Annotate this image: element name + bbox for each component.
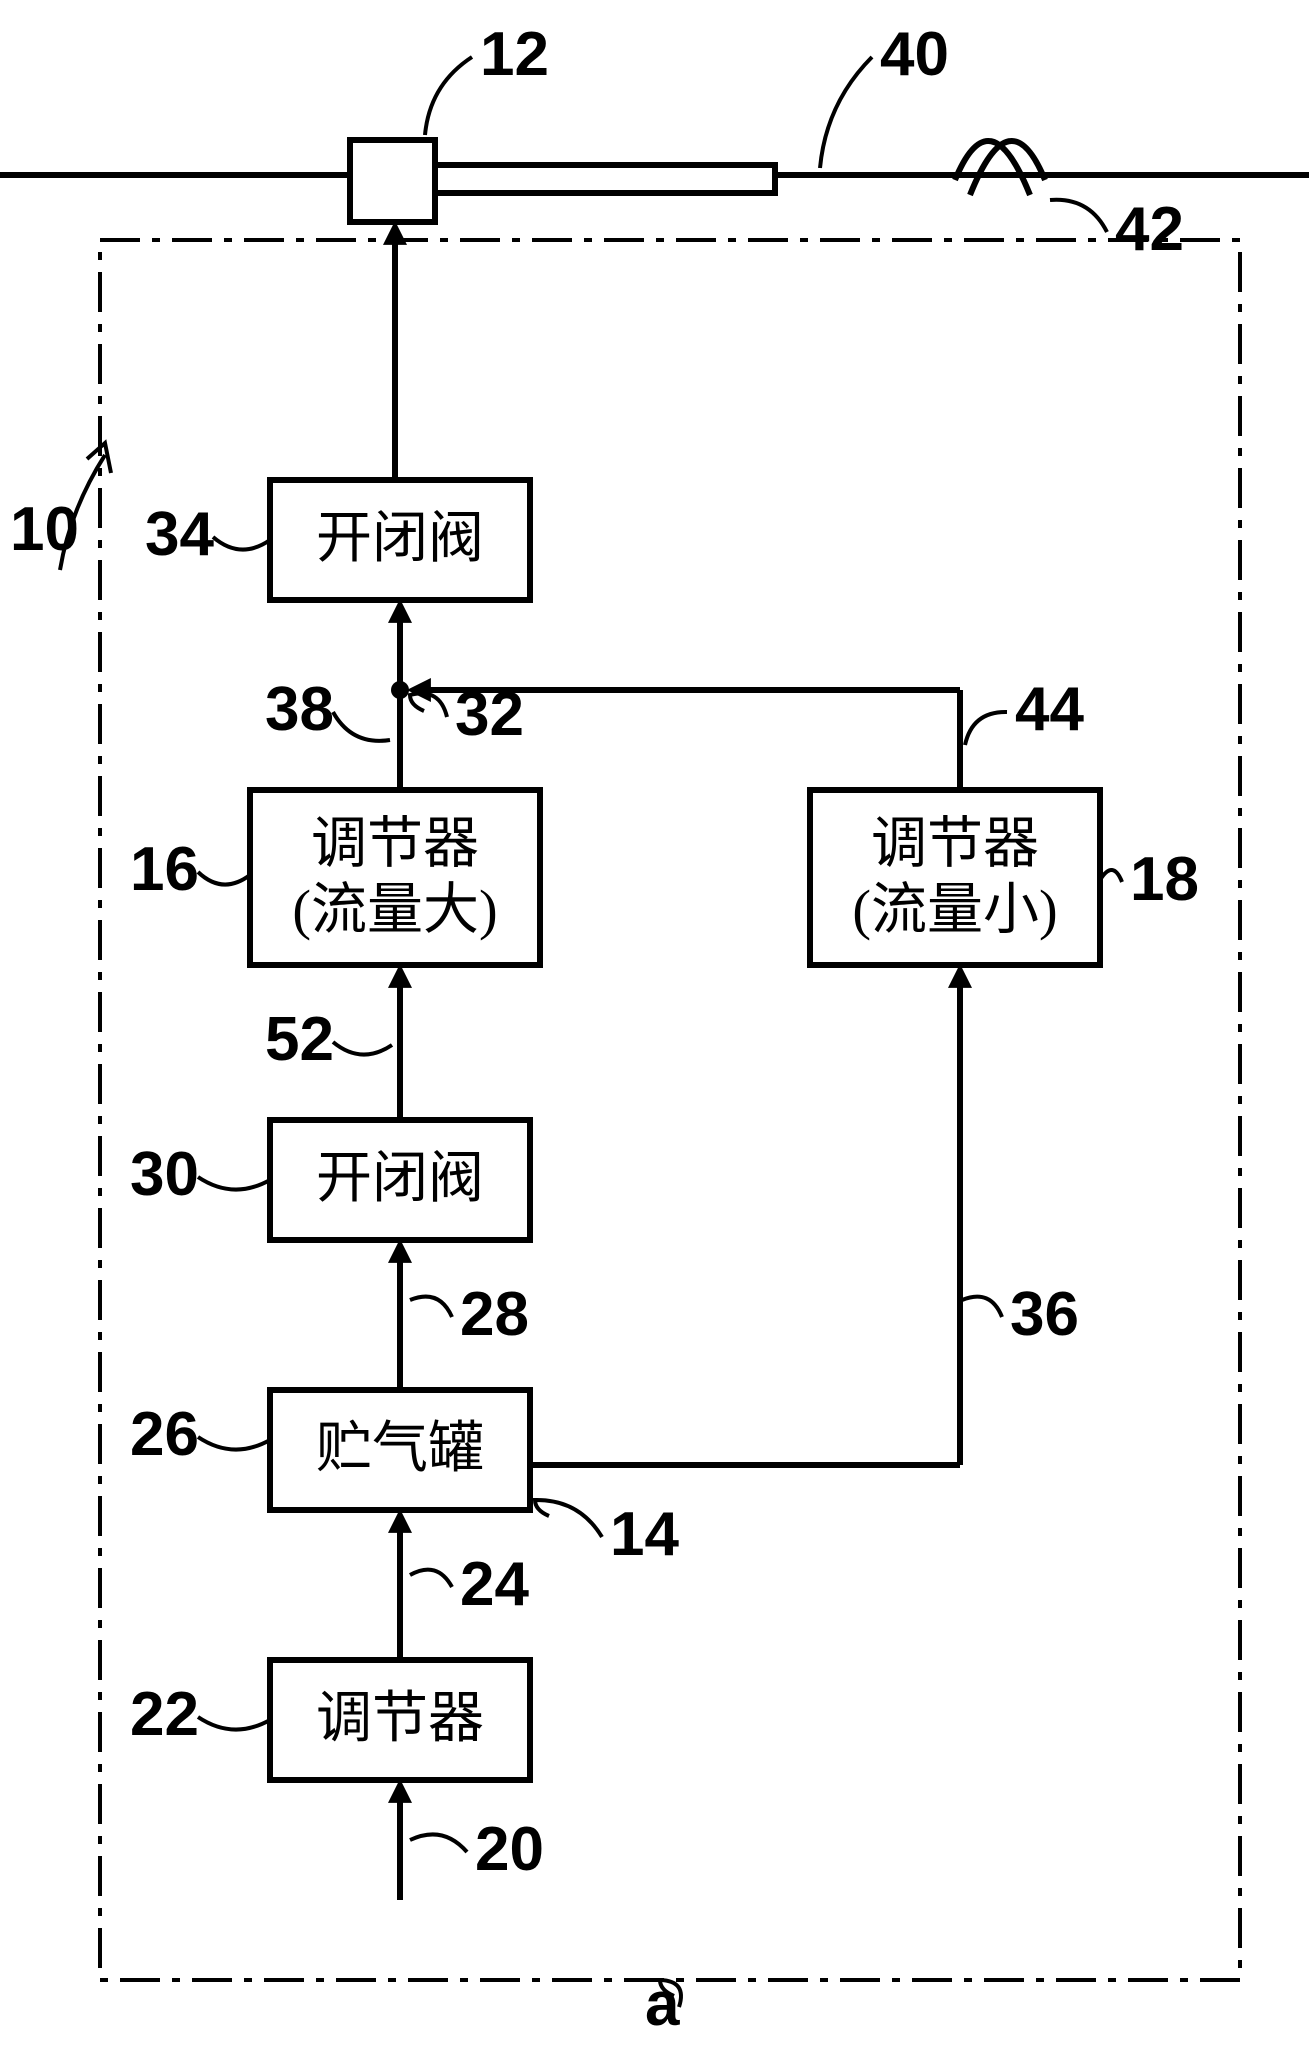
leader-l52: [333, 1042, 392, 1055]
leader-l24: [410, 1570, 452, 1587]
box-b26-label: 贮气罐: [316, 1418, 484, 1480]
box-b16-label1: 调节器: [311, 813, 479, 875]
label-l30: 30: [130, 1140, 199, 1209]
leader-l42: [1050, 200, 1107, 232]
leader-l44: [965, 712, 1007, 745]
label-l32: 32: [455, 680, 524, 749]
leader-l14: [535, 1500, 602, 1537]
leader-l28: [410, 1297, 452, 1317]
label-l38: 38: [265, 675, 334, 744]
leader-l38: [333, 712, 390, 741]
merge-dot-32: [391, 681, 409, 699]
label-l24: 24: [460, 1550, 529, 1619]
box-b18-label2: (流量小): [852, 879, 1057, 941]
leader-l34: [213, 537, 270, 550]
box-b18-label1: 调节器: [871, 813, 1039, 875]
label-l12: 12: [480, 20, 549, 89]
output-block-12: [350, 140, 435, 222]
leader-l36: [962, 1297, 1002, 1317]
leader-l18: [1100, 870, 1122, 882]
label-l44: 44: [1015, 675, 1084, 744]
label-l26: 26: [130, 1400, 199, 1469]
label-l20: 20: [475, 1815, 544, 1884]
label-l18: 18: [1130, 845, 1199, 914]
label-l52: 52: [265, 1005, 334, 1074]
leader-l22: [198, 1717, 270, 1730]
label-l28: 28: [460, 1280, 529, 1349]
label-l14: 14: [610, 1500, 679, 1569]
label-l40: 40: [880, 20, 949, 89]
leader-l40: [820, 57, 872, 168]
diagram-root: 开闭阀调节器(流量大)调节器(流量小)开闭阀贮气罐调节器124042103438…: [0, 0, 1309, 2053]
leader-l16: [198, 872, 250, 885]
leader-l20: [410, 1834, 467, 1852]
leader-l12: [425, 57, 472, 135]
box-b16-label2: (流量大): [292, 879, 497, 941]
box-b30-label: 开闭阀: [316, 1148, 484, 1210]
label-l22: 22: [130, 1680, 199, 1749]
label-l36: 36: [1010, 1280, 1079, 1349]
tube-40: [435, 165, 775, 193]
leader-l26: [198, 1437, 270, 1450]
box-b22-label: 调节器: [316, 1688, 484, 1750]
leader-l30: [198, 1177, 270, 1190]
label-l34: 34: [145, 500, 214, 569]
label-l16: 16: [130, 835, 199, 904]
box-b34-label: 开闭阀: [316, 508, 484, 570]
label-l42: 42: [1115, 195, 1184, 264]
